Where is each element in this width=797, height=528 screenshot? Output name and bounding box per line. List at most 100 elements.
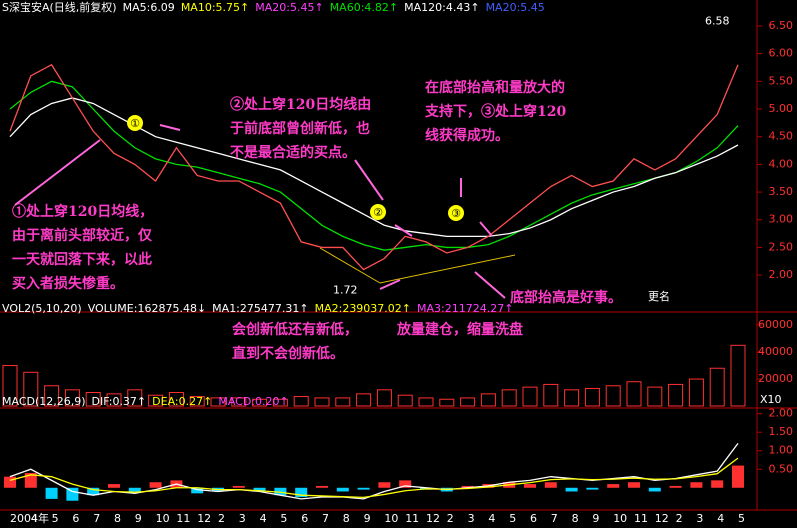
macd-bar [732, 465, 744, 488]
x-tick-label: 5 [52, 512, 59, 525]
volume-bar [64, 389, 80, 407]
volume-bar [168, 392, 184, 407]
annotation-arrow [479, 221, 493, 237]
price-line [9, 63, 739, 271]
x-tick-label: 3 [696, 512, 703, 525]
x-tick-label: 12 [655, 512, 669, 525]
legend-entry: MA2:239037.02↑ [315, 302, 411, 315]
y-tick-label: 40000 [758, 345, 793, 358]
x-tick-label: 5 [738, 512, 745, 525]
x-tick-label: 3 [239, 512, 246, 525]
macd-bar [669, 485, 682, 488]
trend-line [379, 254, 516, 284]
volume-bar [439, 398, 455, 407]
volume-bar [148, 394, 164, 407]
annotation: 买入者损失惨重。 [12, 275, 124, 292]
x-tick-label: 9 [592, 512, 599, 525]
marker-circle [127, 115, 143, 131]
marker-circle [370, 204, 386, 220]
x-tick-label: 12 [426, 512, 440, 525]
y-tick-label: 0.50 [769, 462, 794, 475]
macd-bar [45, 487, 58, 499]
x-tick-label: 3 [468, 512, 475, 525]
annotation-arrow [379, 279, 401, 290]
annotation-arrow [14, 139, 101, 206]
volume-bar [210, 397, 226, 407]
macd-bar [295, 487, 308, 498]
note: 更名 [648, 289, 670, 303]
x-tick-label: 10 [156, 512, 170, 525]
x-tick-label: 8 [114, 512, 121, 525]
y-tick-label: 4.00 [769, 157, 794, 170]
x-tick-label: 12 [197, 512, 211, 525]
volume-bar [272, 398, 288, 407]
x-tick-label: 10 [384, 512, 398, 525]
x-tick-label: 4 [488, 512, 495, 525]
x-tick-label: 2 [676, 512, 683, 525]
volume-bar [584, 387, 600, 407]
annotation: 于前底部曾创新低，也 [230, 120, 370, 137]
volume-bar [231, 397, 247, 407]
macd-line [9, 442, 739, 500]
volume-bar [543, 383, 559, 407]
x-tick-label: 4 [31, 512, 38, 525]
y-tick-label: 6.50 [769, 19, 794, 32]
annotation: 支持下，③处上穿120 [424, 103, 566, 120]
volume-bar [252, 398, 268, 407]
macd-bar [378, 482, 391, 488]
y-tick-label: 20000 [758, 372, 793, 385]
volume-bar [522, 386, 538, 407]
y-tick-label: 5.00 [769, 102, 794, 115]
macd-bar [399, 480, 412, 488]
volume-bar [564, 389, 580, 407]
macd-bar [586, 487, 599, 490]
legend-entry: DEA:0.27↑ [152, 395, 212, 408]
macd-bar [87, 487, 100, 496]
y-tick-label: 5.50 [769, 74, 794, 87]
x-tick-label: 6 [530, 512, 537, 525]
annotation: 直到不会创新低。 [232, 345, 344, 362]
ma-line [9, 80, 739, 251]
x-tick-label: 8 [343, 512, 350, 525]
volume-bar [647, 386, 663, 407]
y-tick-label: 1.00 [769, 444, 794, 457]
x-tick-label: 2 [218, 512, 225, 525]
macd-bar [565, 487, 578, 492]
volume-bar [293, 396, 309, 407]
y-tick-label: 6.00 [769, 47, 794, 60]
legend-entry: MA3:211724.27↑ [417, 302, 513, 315]
macd-line [9, 457, 739, 499]
annotation: 放量建仓，缩量洗盘 [396, 321, 523, 338]
macd-bar [336, 487, 349, 492]
legend-entry: MA60:4.82↑ [330, 1, 398, 14]
x-tick-label: 4 [260, 512, 267, 525]
annotation: 线获得成功。 [425, 127, 509, 144]
legend-entry: MA5:6.09 [123, 1, 175, 14]
marker: ① [130, 117, 140, 130]
x-tick-label: 2 [447, 512, 454, 525]
x-tick-label: 10 [613, 512, 627, 525]
unit-label: X10 [760, 393, 782, 406]
volume-bar [730, 344, 746, 407]
panel-title: VOL2(5,10,20) [2, 302, 82, 315]
annotation: 不是最合适的买点。 [230, 144, 356, 161]
volume-bar [356, 393, 372, 407]
trend-line [319, 247, 381, 284]
x-tick-label: 2004年 [10, 511, 49, 525]
y-tick-label: 2.00 [769, 268, 794, 281]
annotation: 一天就回落下来，以此 [12, 251, 152, 268]
annotation-arrow [394, 224, 413, 237]
volume-bar [314, 397, 330, 407]
volume-bar [23, 371, 39, 407]
x-tick-label: 11 [176, 512, 190, 525]
x-tick-label: 8 [572, 512, 579, 525]
macd-bar [524, 484, 536, 488]
x-tick-label: 4 [717, 512, 724, 525]
macd-bar [690, 482, 703, 488]
panel-title: MACD(12,26,9) [2, 395, 86, 408]
annotation: 在底部抬高和量放大的 [425, 79, 565, 96]
macd-bar [544, 482, 557, 488]
legend-entry: MACD:0.20↑ [218, 395, 288, 408]
